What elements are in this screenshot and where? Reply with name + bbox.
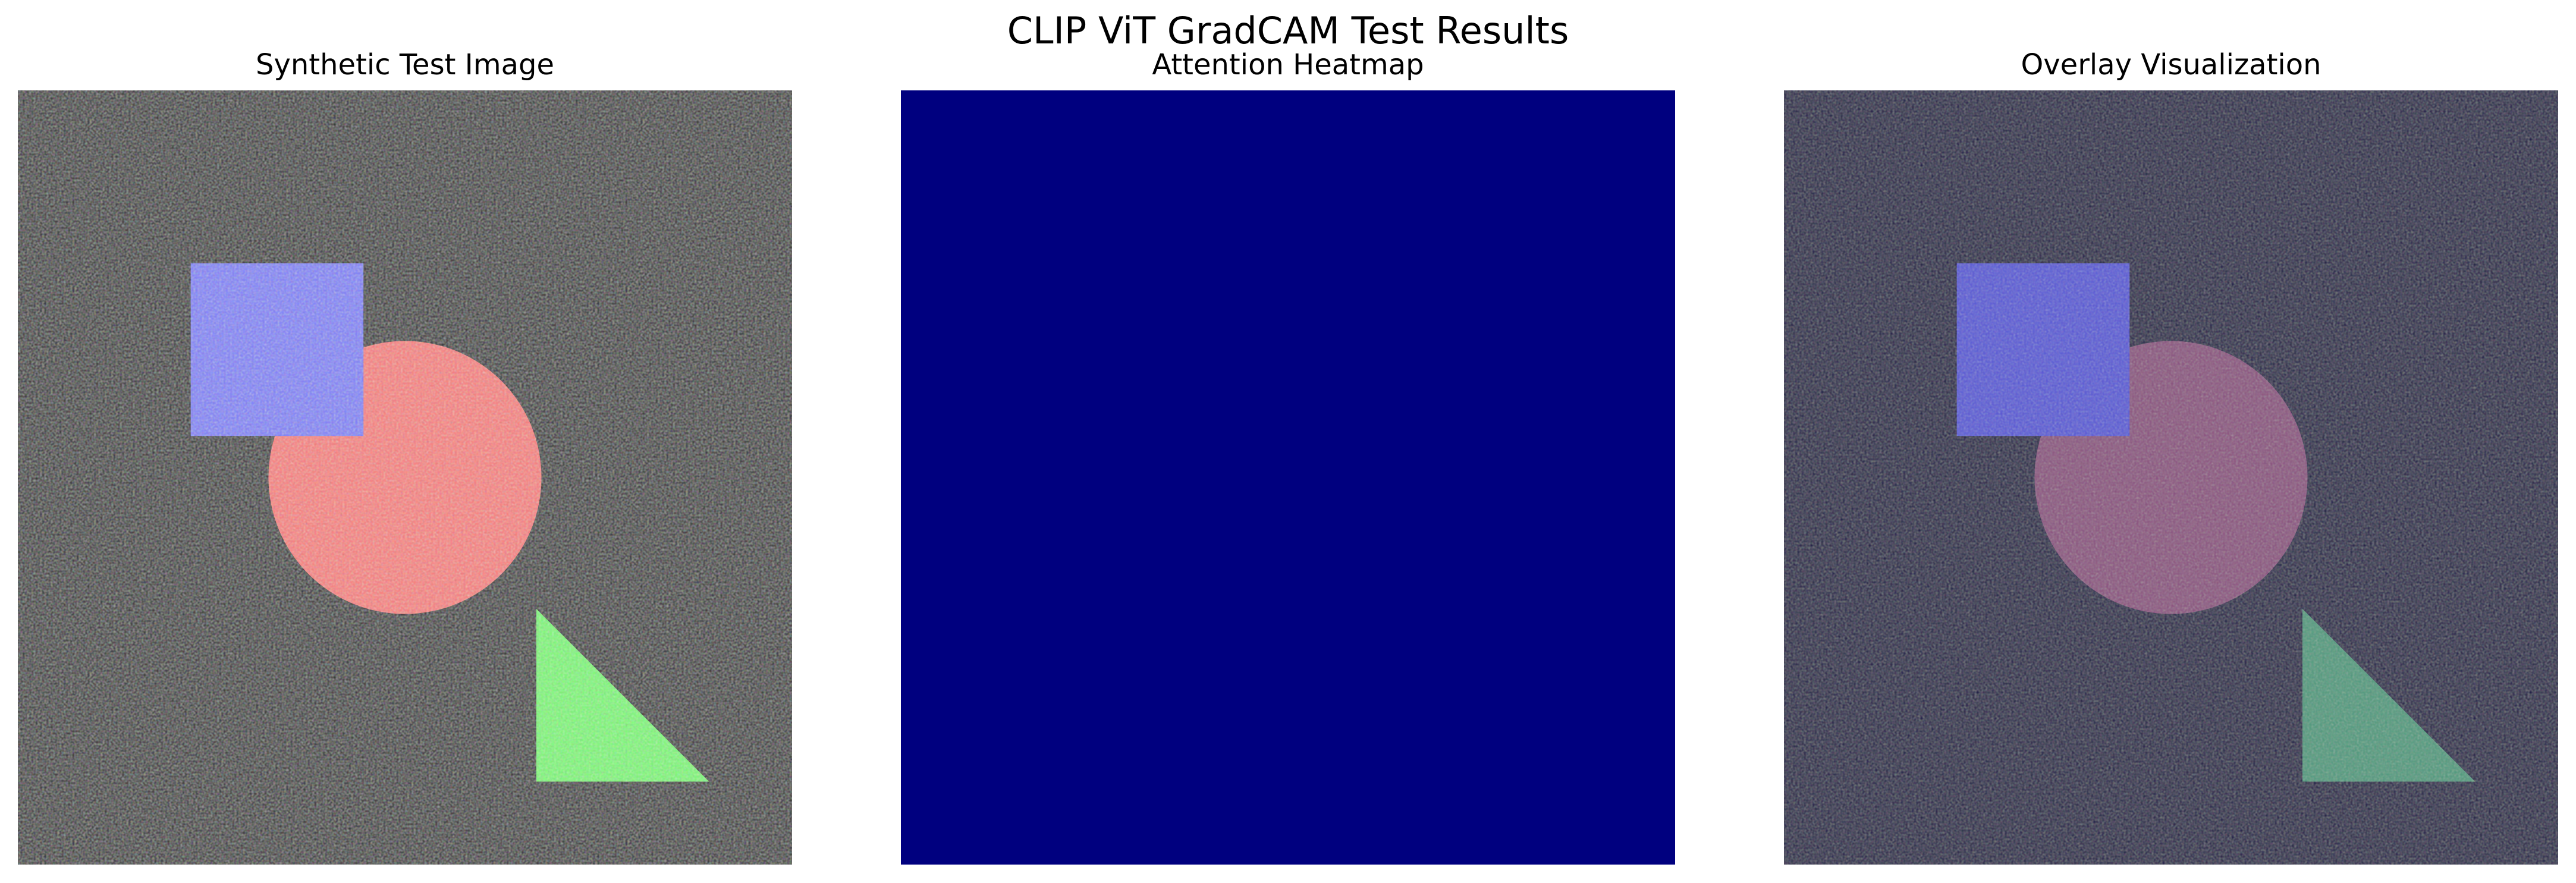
blue-square-shape (190, 263, 364, 436)
panel-title-synthetic-image: Synthetic Test Image (256, 48, 554, 81)
overlay-square-shape (1956, 263, 2130, 436)
synthetic-test-image (18, 90, 792, 865)
panel-title-attention-heatmap: Attention Heatmap (1152, 48, 1424, 81)
figure-title: CLIP ViT GradCAM Test Results (1007, 9, 1569, 52)
overlay-visualization (1784, 90, 2558, 865)
panel-title-overlay: Overlay Visualization (2021, 48, 2321, 81)
heatmap-fill (901, 90, 1675, 865)
synthetic-image-canvas (18, 90, 792, 865)
green-triangle-shape (536, 608, 709, 782)
overlay-canvas (1784, 90, 2558, 865)
attention-heatmap (901, 90, 1675, 865)
overlay-triangle-shape (2302, 608, 2476, 782)
heatmap-canvas (901, 90, 1675, 865)
